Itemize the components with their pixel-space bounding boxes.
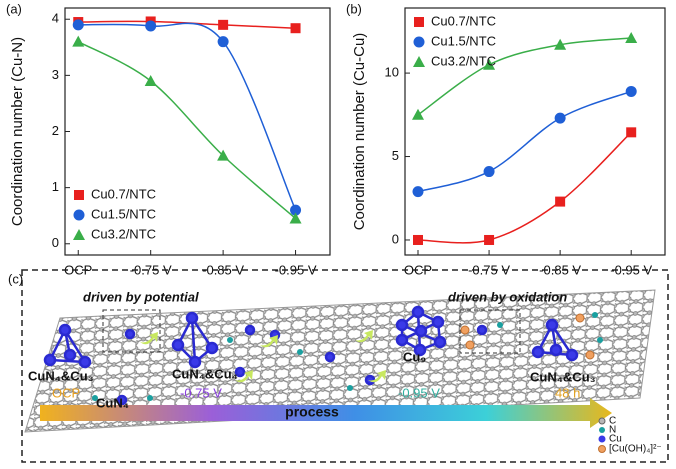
- legend-label: Cu: [609, 434, 622, 445]
- arrow-label: process: [285, 404, 339, 420]
- y-axis-label: Coordination number (Cu-N): [9, 37, 26, 226]
- structure-label: CuN₄: [96, 395, 129, 410]
- marker: [626, 127, 637, 138]
- panel-label: (b): [346, 1, 362, 16]
- marker: [72, 35, 85, 47]
- panel-label: (c): [8, 271, 23, 286]
- migration-arrows: [140, 330, 386, 383]
- legend-label: Cu3.2/NTC: [431, 53, 496, 68]
- structure-label: CuN₄&Cu₃: [28, 368, 94, 383]
- plot-frame: [404, 7, 666, 256]
- marker: [145, 20, 157, 32]
- stage-label: 48 h: [555, 385, 580, 400]
- highlight-box: [102, 309, 161, 353]
- marker: [625, 85, 637, 97]
- marker: [625, 32, 638, 44]
- panel-border: [21, 269, 669, 463]
- marker: [554, 38, 567, 50]
- marker: [74, 190, 84, 200]
- marker: [289, 212, 302, 224]
- marker: [554, 112, 566, 124]
- y-tick-label: 0: [52, 235, 59, 250]
- legend-label: Cu3.2/NTC: [91, 226, 156, 241]
- legend-label: [Cu(OH)₄]²⁻: [609, 444, 662, 455]
- x-tick-label: -0.85 V: [539, 262, 581, 277]
- structure-label: Cu₉: [403, 349, 426, 364]
- marker: [413, 56, 425, 67]
- structure-label: CuN₄&Cu₃: [530, 369, 596, 384]
- legend-swatch: [599, 427, 605, 433]
- legend-label: Cu1.5/NTC: [431, 33, 496, 48]
- marker: [217, 36, 229, 48]
- x-tick-label: -0.75 V: [130, 262, 172, 277]
- marker: [483, 58, 496, 70]
- marker: [412, 186, 424, 198]
- series-line: [78, 22, 297, 211]
- legend-label: N: [609, 425, 616, 436]
- marker: [483, 166, 495, 178]
- marker: [72, 19, 84, 31]
- series-line: [77, 41, 297, 220]
- n-atoms: [92, 312, 603, 401]
- schematic: (c) driven by potential driven by oxidat…: [8, 269, 669, 463]
- y-tick-label: 3: [52, 67, 59, 82]
- y-tick-label: 10: [385, 65, 399, 80]
- structure-label: CuN₄&Cu₄: [172, 366, 238, 381]
- legend-swatch: [598, 445, 606, 453]
- heading: driven by oxidation: [448, 289, 567, 304]
- y-tick-label: 0: [392, 231, 399, 246]
- series-line: [417, 131, 632, 244]
- cuoh4-ions: [460, 313, 595, 360]
- legend-swatch: [598, 435, 606, 443]
- legend-label: Cu0.7/NTC: [431, 13, 496, 28]
- stage-label: -0.75 V: [180, 385, 222, 400]
- charts: (a) Coordination number (Cu-N) 0 1 2 3 4 OCP -0.…: [6, 1, 666, 277]
- legend-swatch: [598, 417, 606, 425]
- y-tick-label: 5: [392, 148, 399, 163]
- marker: [73, 209, 85, 221]
- legend-label: Cu0.7/NTC: [91, 186, 156, 201]
- legend-label: C: [609, 416, 616, 427]
- x-tick-label: -0.95 V: [610, 262, 652, 277]
- highlight-box: [459, 309, 521, 354]
- marker: [414, 17, 424, 27]
- series-line: [417, 37, 632, 116]
- stage-label: OCP: [52, 385, 80, 400]
- marker: [144, 74, 157, 86]
- marker: [290, 23, 301, 34]
- panel-label: (a): [6, 1, 22, 16]
- y-tick-label: 2: [52, 123, 59, 138]
- y-axis-label: Coordination number (Cu-Cu): [351, 33, 368, 231]
- marker: [412, 108, 424, 120]
- x-tick-label: -0.75 V: [468, 262, 510, 277]
- legend-label: Cu1.5/NTC: [91, 206, 156, 221]
- marker: [413, 234, 423, 245]
- heading: driven by potential: [83, 289, 199, 304]
- marker: [290, 204, 302, 216]
- y-tick-label: 4: [52, 11, 59, 26]
- marker: [484, 234, 495, 245]
- marker: [413, 36, 425, 48]
- marker: [217, 149, 230, 161]
- marker: [555, 196, 566, 207]
- process-arrow: [40, 398, 612, 428]
- marker: [218, 19, 229, 30]
- series-line: [417, 90, 632, 193]
- y-tick-label: 1: [52, 179, 59, 194]
- x-tick-label: OCP: [64, 262, 92, 277]
- marker: [73, 229, 85, 240]
- stage-label: -0.95 V: [398, 385, 440, 400]
